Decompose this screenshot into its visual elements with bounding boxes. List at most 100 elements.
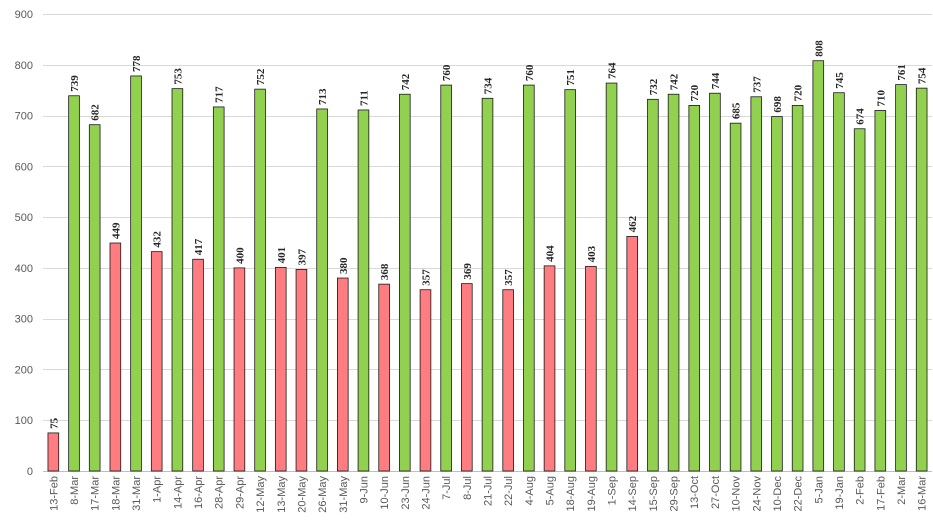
- bar: [605, 82, 618, 472]
- bar: [564, 89, 576, 472]
- bar: [109, 242, 122, 472]
- data-label: 449: [110, 222, 122, 239]
- bar: [647, 98, 659, 472]
- x-tick-label: 17-Feb: [875, 476, 887, 511]
- data-label: 417: [193, 238, 205, 255]
- bar: [667, 93, 680, 472]
- x-tick-label: 26-May: [317, 476, 329, 513]
- x-tick-label: 18-Aug: [565, 476, 577, 511]
- data-label: 761: [896, 64, 908, 81]
- bar: [274, 266, 287, 472]
- data-label: 778: [131, 55, 143, 72]
- bar: [543, 265, 556, 472]
- data-label: 368: [379, 263, 391, 280]
- x-tick-label: 8-Mar: [69, 476, 81, 505]
- data-label: 754: [917, 67, 929, 84]
- data-label: 682: [90, 104, 102, 121]
- data-label: 744: [710, 72, 722, 89]
- bar: [254, 88, 266, 472]
- data-label: 404: [545, 245, 557, 262]
- x-tick-label: 13-May: [276, 476, 288, 513]
- y-tick-label: 200: [15, 364, 33, 376]
- x-tick-label: 17-Mar: [90, 476, 102, 511]
- data-label: 720: [793, 84, 805, 101]
- bar: [130, 75, 142, 472]
- data-label: 739: [69, 75, 81, 92]
- x-tick-label: 27-Oct: [710, 476, 722, 509]
- bars: [47, 60, 928, 472]
- data-label: 380: [338, 257, 350, 274]
- y-tick-label: 100: [15, 415, 33, 427]
- x-tick-label: 19-Jan: [834, 476, 846, 510]
- x-tick-label: 23-Jun: [400, 476, 412, 510]
- x-tick-label: 18-Mar: [110, 476, 122, 511]
- y-tick-label: 500: [15, 212, 33, 224]
- bar: [295, 269, 308, 472]
- bar: [399, 93, 411, 472]
- bar: [791, 105, 804, 472]
- x-tick-label: 14-Sep: [627, 476, 639, 511]
- bar: [68, 95, 80, 472]
- data-label: 760: [441, 64, 453, 81]
- data-label: 698: [772, 96, 784, 113]
- bar: [895, 84, 907, 472]
- bar: [853, 128, 866, 472]
- y-tick-label: 300: [15, 314, 33, 326]
- data-label: 403: [586, 245, 598, 262]
- bar: [626, 236, 638, 472]
- bar: [709, 92, 721, 472]
- x-tick-label: 13-Oct: [689, 476, 701, 509]
- bar: [171, 88, 184, 472]
- x-tick-label: 2-Mar: [896, 476, 908, 505]
- x-tick-label: 21-Jul: [483, 476, 495, 506]
- data-label: 742: [669, 73, 681, 90]
- x-tick-label: 7-Jul: [441, 476, 453, 500]
- bar: [192, 258, 204, 472]
- bar: [88, 124, 101, 472]
- data-label: 711: [358, 90, 370, 106]
- x-tick-label: 14-Apr: [172, 476, 184, 509]
- bar: [523, 84, 535, 472]
- x-tick-label: 31-May: [338, 476, 350, 513]
- x-tick-label: 28-Apr: [214, 476, 226, 509]
- data-label: 720: [689, 84, 701, 101]
- data-label: 717: [214, 86, 226, 103]
- x-tick-label: 16-Apr: [193, 476, 205, 509]
- data-label: 432: [152, 231, 164, 248]
- data-label: 753: [172, 68, 184, 85]
- bar: [502, 289, 514, 472]
- data-label: 745: [834, 72, 846, 89]
- bar: [419, 289, 432, 472]
- data-label: 732: [648, 78, 660, 95]
- bar: [316, 108, 328, 472]
- bar: [481, 97, 494, 472]
- data-label: 751: [565, 69, 577, 86]
- bar: [750, 96, 763, 472]
- bar: [337, 277, 349, 472]
- x-tick-label: 1-Apr: [152, 476, 164, 503]
- y-tick-label: 900: [15, 9, 33, 21]
- x-tick-label: 9-Jun: [358, 476, 370, 504]
- x-tick-label: 8-Jul: [462, 476, 474, 500]
- bar: [233, 267, 246, 472]
- data-label: 674: [855, 108, 867, 125]
- data-label: 400: [234, 247, 246, 264]
- bar: [688, 105, 701, 472]
- data-label: 742: [400, 73, 412, 90]
- y-axis-ticks: 0 100 200 300 400 500 600 700 800 900: [15, 9, 33, 478]
- bar: [915, 87, 928, 472]
- data-labels: 75 739 682 449 778 432 753 417 717 400 752 401 397 71…: [48, 40, 928, 429]
- data-label: 462: [627, 215, 639, 232]
- data-label: 357: [503, 269, 515, 286]
- x-tick-label: 5-Aug: [545, 476, 557, 505]
- x-tick-label: 19-Aug: [586, 476, 598, 511]
- bar: [812, 60, 825, 472]
- y-tick-label: 400: [15, 263, 33, 275]
- x-tick-label: 29-Sep: [669, 476, 681, 511]
- x-tick-label: 13-Feb: [48, 476, 60, 511]
- bar: [378, 283, 390, 472]
- bar: [585, 265, 597, 472]
- data-label: 713: [317, 88, 329, 105]
- y-tick-label: 600: [15, 161, 33, 173]
